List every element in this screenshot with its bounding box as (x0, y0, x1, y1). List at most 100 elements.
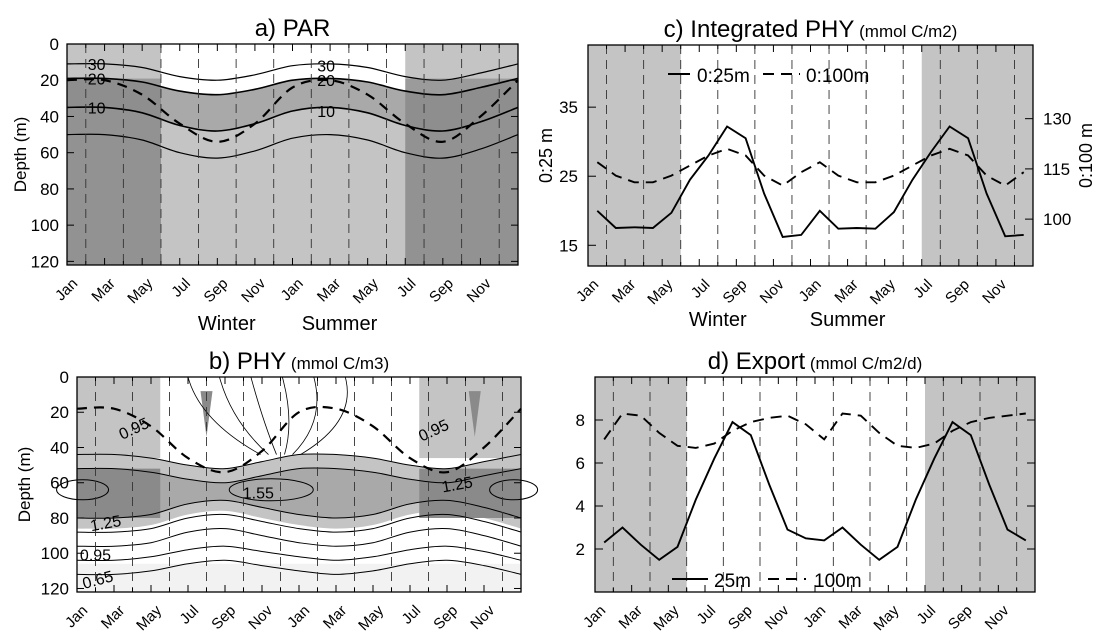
y-tick-label: 20 (50, 403, 69, 422)
chart-title-unit: (mmol C/m2) (854, 22, 957, 41)
y2-tick-label: 130 (1043, 110, 1071, 129)
season-label-winter: Winter (689, 309, 747, 331)
phy-band-inner (77, 467, 521, 519)
y-tick-label: 60 (50, 474, 69, 493)
y-tick-label: 35 (559, 98, 578, 117)
x-tick-label-2-2: May (644, 276, 676, 308)
x-tick-label-1-7: Mar (320, 602, 350, 632)
phy-upper-contour (187, 376, 261, 455)
contour-label: 10 (317, 104, 335, 121)
x-tick-label-2-11: Nov (979, 276, 1010, 307)
x-tick-label-3-3: Jul (694, 602, 720, 628)
x-tick-label-1-4: Sep (208, 602, 239, 633)
x-tick-label-3-1: Mar (616, 602, 646, 632)
y-tick-label: 0 (60, 368, 69, 387)
contour-label: 20 (317, 73, 335, 90)
phy-upper-contour (300, 376, 348, 455)
legend-label: 25m (714, 571, 751, 592)
series-line-d-1 (603, 412, 1026, 449)
x-tick-label-3-6: Jan (800, 602, 829, 631)
x-tick-label-2-7: Mar (831, 276, 861, 306)
x-tick-label-1-10: Sep (430, 602, 461, 633)
x-tick-label-3-10: Sep (945, 602, 976, 633)
y-tick-label: 4 (576, 497, 585, 516)
contour-label: 20 (88, 71, 106, 88)
x-tick-label-0-0: Jan (52, 275, 81, 304)
series-line-c-1 (596, 147, 1025, 187)
season-label-summer: Summer (302, 313, 378, 335)
par-dark-band-0 (67, 78, 161, 265)
series-line-d-0 (603, 420, 1027, 561)
chart-title-b: b) PHY (mmol C/m3) (209, 348, 389, 375)
x-tick-label-3-5: Nov (762, 602, 793, 633)
series-line-c-0 (596, 125, 1024, 239)
legend-label: 0:100m (806, 66, 869, 87)
contour-5 (66, 133, 519, 159)
x-tick-label-3-11: Nov (982, 602, 1013, 633)
x-tick-label-0-9: Jul (394, 275, 420, 301)
contour-30 (66, 63, 519, 81)
contour-label: 1.25 (441, 474, 475, 496)
chart-title-a: a) PAR (255, 15, 331, 42)
chart-title-c: c) Integrated PHY (mmol C/m2) (664, 16, 958, 43)
phy-max-contour (489, 479, 539, 501)
y-tick-label: 80 (40, 180, 59, 199)
season-band-0 (595, 377, 687, 592)
x-tick-label-1-11: Nov (467, 602, 498, 633)
x-tick-label-0-2: May (124, 275, 156, 307)
phy-contour-3 (76, 513, 522, 533)
contour-label: 1.25 (89, 513, 123, 535)
y-tick-label: 40 (40, 107, 59, 126)
phy-surface-band-1 (419, 377, 521, 459)
y-tick-label: 20 (40, 71, 59, 90)
phy-contour-5 (76, 545, 522, 562)
mixed-layer-depth (66, 78, 519, 143)
x-tick-label-3-0: Jan (580, 602, 609, 631)
y-tick-label: 8 (576, 411, 585, 430)
x-tick-label-2-10: Sep (942, 276, 973, 307)
chart-title-text: d) Export (708, 348, 806, 375)
x-tick-label-0-5: Nov (238, 275, 269, 306)
x-tick-label-1-0: Jan (62, 602, 91, 631)
y-tick-label: 100 (31, 216, 59, 235)
phy-upper-contour (281, 376, 290, 455)
y-tick-label: 0 (50, 35, 59, 54)
x-tick-label-1-5: Nov (245, 602, 276, 633)
y-axis-label: Depth (m) (15, 447, 34, 523)
x-tick-label-2-8: May (867, 276, 899, 308)
x-tick-label-2-6: Jan (796, 276, 825, 305)
x-tick-label-2-9: Jul (910, 276, 936, 302)
contour-label: 30 (88, 57, 106, 74)
phy-max-contour (56, 479, 110, 501)
chart-title-unit: (mmol C/m3) (286, 354, 389, 373)
phy-bloom-1 (468, 391, 481, 437)
y-tick-label: 40 (50, 438, 69, 457)
x-tick-label-0-8: May (350, 275, 382, 307)
season-band-0 (588, 45, 681, 266)
phy-contour-1 (76, 467, 522, 484)
x-tick-label-0-10: Sep (426, 275, 457, 306)
contour-label: 1.55 (243, 486, 274, 503)
x-tick-label-0-3: Jul (168, 275, 194, 301)
y2-axis-label: 0:100 m (1076, 123, 1096, 188)
phy-core-band-0 (77, 468, 161, 518)
legend-label: 0:25m (697, 66, 750, 87)
chart-title-text: c) Integrated PHY (664, 16, 855, 43)
y-tick-label: 100 (41, 544, 69, 563)
x-tick-label-1-9: Jul (399, 602, 425, 628)
phy-upper-contour (219, 376, 269, 455)
y-tick-label: 25 (559, 167, 578, 186)
phy-upper-contour (250, 376, 277, 455)
y-axis-label: Depth (m) (11, 117, 30, 193)
x-tick-label-1-1: Mar (98, 602, 128, 632)
x-tick-label-2-1: Mar (609, 276, 639, 306)
par-light-band-0 (67, 44, 161, 79)
y2-tick-label: 100 (1043, 210, 1071, 229)
phy-contour-6 (76, 559, 522, 576)
x-tick-label-3-8: May (870, 602, 902, 634)
contour-label: 10 (88, 100, 106, 117)
season-label-summer: Summer (810, 309, 886, 331)
phy-contour-4 (76, 527, 522, 547)
x-tick-label-0-6: Jan (278, 275, 307, 304)
chart-title-text: b) PHY (209, 348, 286, 375)
